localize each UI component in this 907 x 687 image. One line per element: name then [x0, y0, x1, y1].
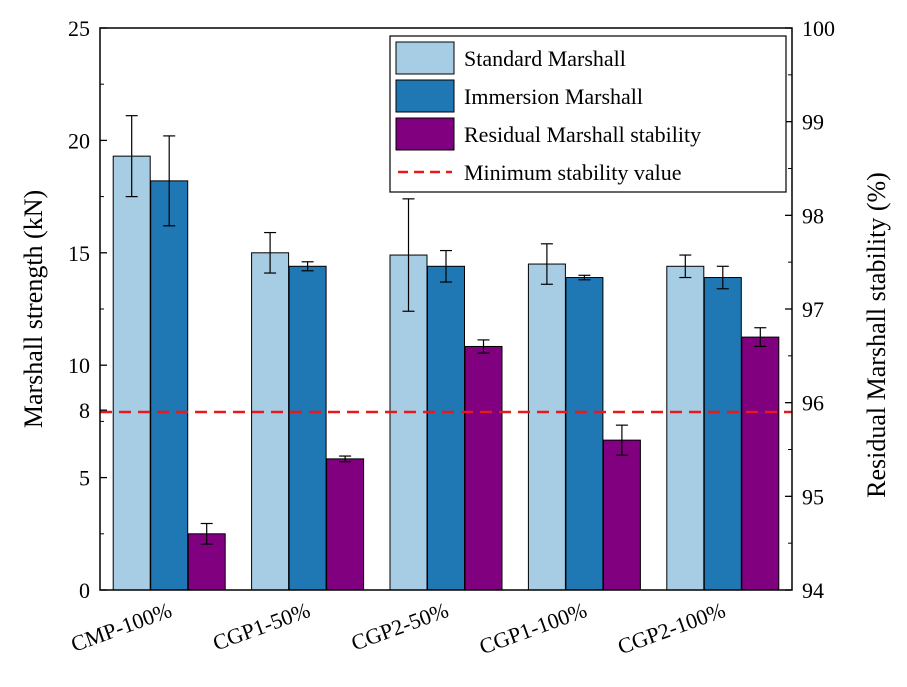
- y2-tick-label: 94: [802, 578, 824, 603]
- legend-label: Residual Marshall stability: [464, 122, 701, 147]
- y2-axis-title: Residual Marshall stability (%): [862, 172, 891, 498]
- plot-area: [100, 115, 792, 591]
- y2-tick-label: 96: [802, 391, 824, 416]
- bar-standard-marshall-cmp-100-: [112, 155, 151, 591]
- x-tick-label: CGP2-50%: [348, 597, 452, 655]
- y2-tick-label: 95: [802, 484, 824, 509]
- legend-swatch: [395, 41, 455, 75]
- bar-immersion-marshall-cgp1-100-: [565, 277, 604, 591]
- y-tick-label: 8: [79, 398, 90, 423]
- legend: Standard Marshall Immersion Marshall Resid…: [389, 35, 787, 193]
- y2-tick-label: 100: [802, 16, 835, 41]
- bar-immersion-marshall-cgp2-50-: [427, 265, 465, 591]
- bar-residual-marshall-stability-cgp1-100-: [602, 439, 641, 591]
- x-tick-label: CGP1-50%: [209, 597, 313, 655]
- y2-tick-label: 98: [802, 203, 824, 228]
- y2-tick-label: 99: [802, 110, 824, 135]
- y2-tick-label: 97: [802, 297, 824, 322]
- bar-immersion-marshall-cgp2-100-: [703, 277, 742, 591]
- bar-immersion-marshall-cmp-100-: [150, 180, 189, 591]
- legend-swatch: [395, 79, 455, 113]
- y-tick-label: 10: [68, 353, 90, 378]
- bar-immersion-marshall-cgp1-50-: [288, 265, 327, 591]
- legend-label: Immersion Marshall: [464, 84, 643, 109]
- x-tick-label: CMP-100%: [68, 597, 175, 656]
- legend-swatch: [395, 117, 455, 151]
- legend-box: [389, 35, 787, 193]
- y-tick-label: 25: [68, 16, 90, 41]
- y-axis-title: Marshall strength (kN): [19, 190, 48, 428]
- bar-standard-marshall-cgp1-50-: [251, 252, 290, 591]
- x-tick-label: CGP1-100%: [476, 597, 590, 659]
- bar-residual-marshall-stability-cgp1-50-: [326, 458, 365, 591]
- bar-standard-marshall-cgp2-100-: [666, 265, 705, 591]
- bar-residual-marshall-stability-cgp2-100-: [741, 336, 780, 591]
- legend-label: Minimum stability value: [464, 160, 682, 185]
- bar-residual-marshall-stability-cgp2-50-: [464, 345, 503, 591]
- x-tick-label: CGP2-100%: [614, 597, 728, 659]
- bar-standard-marshall-cgp1-100-: [527, 263, 566, 591]
- y-tick-label: 15: [68, 241, 90, 266]
- y-tick-label: 5: [79, 466, 90, 491]
- y-tick-label: 0: [79, 578, 90, 603]
- legend-label: Standard Marshall: [464, 46, 626, 71]
- y-tick-label: 20: [68, 128, 90, 153]
